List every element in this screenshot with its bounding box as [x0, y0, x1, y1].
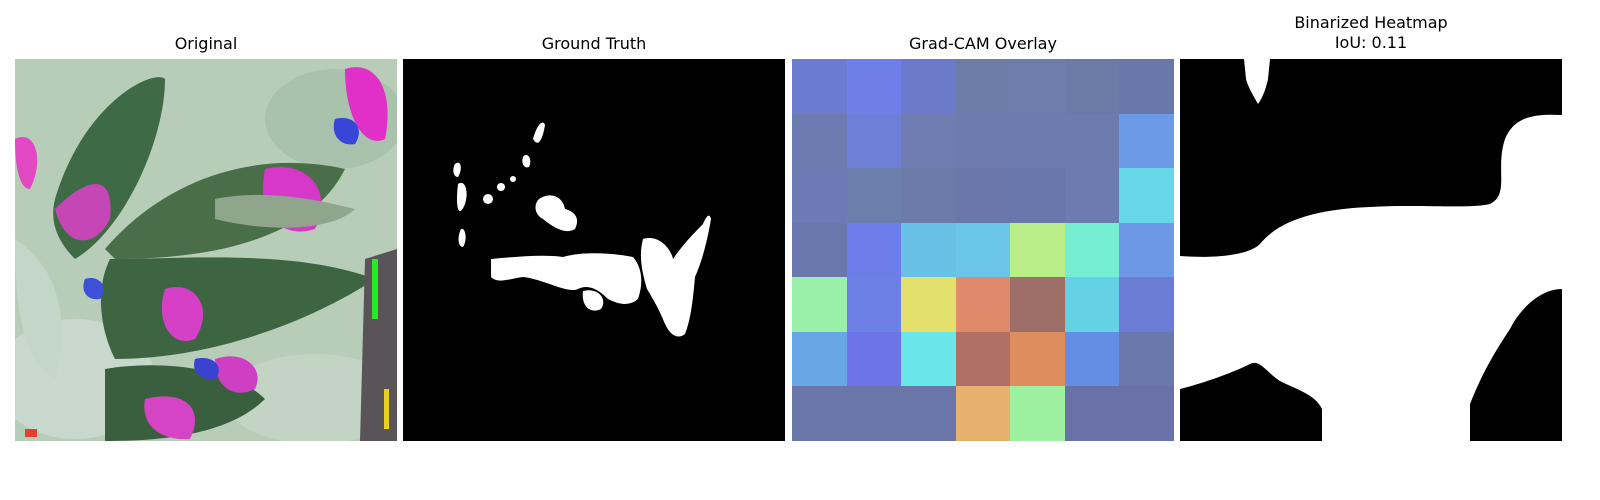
gradcam-title: Grad-CAM Overlay: [909, 34, 1057, 53]
gradcam-cell: [792, 59, 847, 114]
gradcam-grid: [792, 59, 1174, 441]
gradcam-cell: [1064, 277, 1120, 332]
gradcam-cell: [1010, 168, 1065, 223]
gradcam-cell: [1064, 59, 1120, 114]
gradcam-cell: [792, 222, 847, 278]
gradcam-cell: [1119, 386, 1174, 441]
gradcam-cell: [1010, 59, 1065, 114]
gradcam-cell: [792, 113, 847, 169]
binarized-heatmap: [1180, 59, 1562, 441]
original-image: [15, 59, 397, 441]
ground-truth-title: Ground Truth: [541, 34, 647, 53]
ground-truth-mask: [403, 59, 785, 441]
gradcam-cell: [846, 222, 902, 278]
gradcam-cell: [1119, 222, 1174, 278]
gradcam-cell: [1064, 168, 1120, 223]
gradcam-panel: Grad-CAM Overlay: [792, 0, 1174, 500]
binarized-panel: Binarized Heatmap IoU: 0.11: [1180, 0, 1562, 500]
gradcam-cell: [1119, 277, 1174, 332]
gradcam-cell: [846, 331, 902, 387]
gradcam-cell: [1010, 386, 1065, 441]
gradcam-cell: [1064, 222, 1120, 278]
gradcam-cell: [1119, 331, 1174, 387]
gradcam-cell: [1010, 331, 1065, 387]
gradcam-cell: [901, 59, 956, 114]
gradcam-cell: [901, 113, 956, 169]
gradcam-cell: [1119, 168, 1174, 223]
gradcam-cell: [1064, 113, 1120, 169]
gradcam-cell: [955, 331, 1011, 387]
gradcam-cell: [846, 386, 902, 441]
gradcam-cell: [1119, 113, 1174, 169]
ground-truth-panel: Ground Truth: [403, 0, 785, 500]
gradcam-cell: [792, 168, 847, 223]
gradcam-cell: [792, 386, 847, 441]
gradcam-cell: [955, 277, 1011, 332]
gradcam-cell: [1010, 277, 1065, 332]
gradcam-cell: [1010, 113, 1065, 169]
gradcam-cell: [1119, 59, 1174, 114]
gradcam-cell: [901, 168, 956, 223]
gradcam-cell: [792, 331, 847, 387]
binarized-title: Binarized Heatmap IoU: 0.11: [1180, 13, 1562, 53]
gradcam-cell: [901, 222, 956, 278]
gradcam-cell: [846, 277, 902, 332]
gradcam-cell: [955, 168, 1011, 223]
original-title: Original: [174, 34, 238, 53]
gradcam-cell: [955, 222, 1011, 278]
gradcam-cell: [846, 59, 902, 114]
binarized-title-line: Binarized Heatmap: [1294, 13, 1448, 32]
gradcam-cell: [901, 331, 956, 387]
gradcam-overlay: [792, 59, 1174, 441]
gradcam-cell: [955, 386, 1011, 441]
gradcam-cell: [1010, 222, 1065, 278]
gradcam-cell: [846, 113, 902, 169]
gradcam-cell: [901, 386, 956, 441]
iou-label: IoU: 0.11: [1334, 33, 1408, 52]
gradcam-cell: [901, 277, 956, 332]
gradcam-cell: [1064, 331, 1120, 387]
gradcam-cell: [792, 277, 847, 332]
original-panel: Original: [15, 0, 397, 500]
gradcam-cell: [846, 168, 902, 223]
gradcam-cell: [955, 113, 1011, 169]
gradcam-cell: [955, 59, 1011, 114]
gradcam-cell: [1064, 386, 1120, 441]
